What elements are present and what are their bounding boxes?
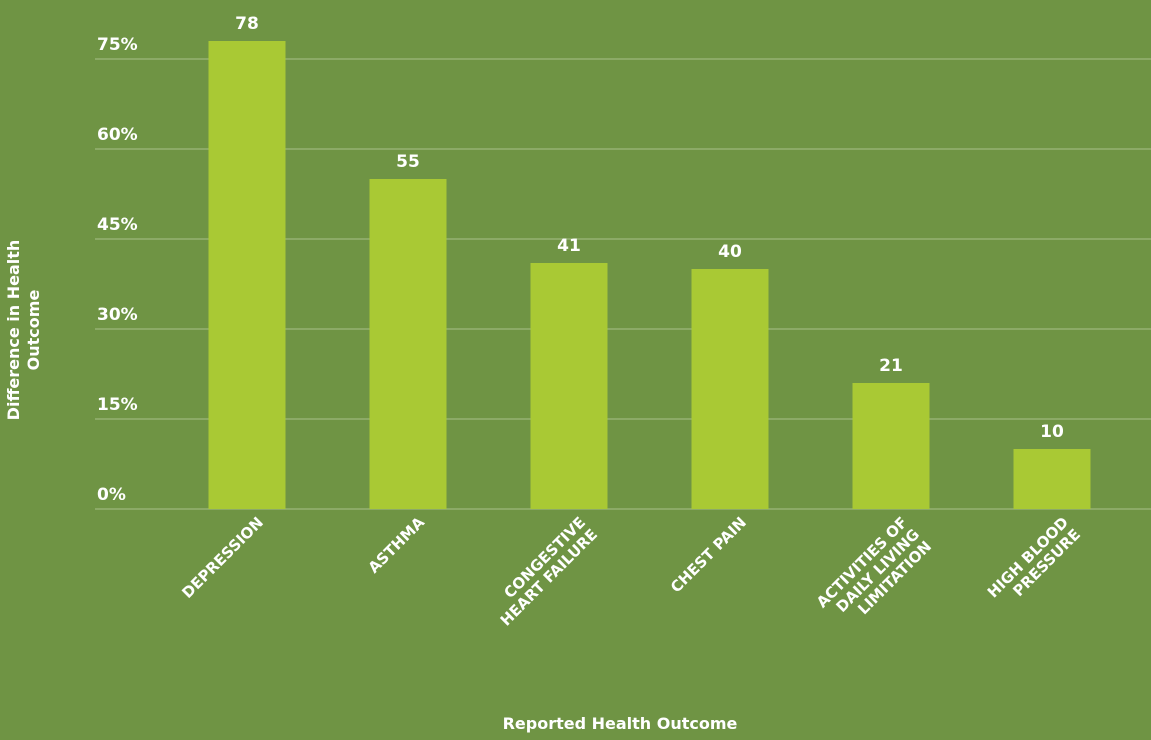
value-label: 55	[396, 152, 420, 172]
value-label: 40	[718, 242, 742, 262]
bar	[530, 263, 608, 509]
value-label: 10	[1040, 422, 1064, 442]
bar	[1013, 449, 1091, 509]
y-tick-label: 45%	[97, 215, 138, 235]
bar	[208, 41, 286, 509]
value-label: 78	[235, 14, 259, 34]
value-label: 41	[557, 236, 581, 256]
y-tick-label: 60%	[97, 125, 138, 145]
y-tick-label: 30%	[97, 305, 138, 325]
bar	[369, 179, 447, 509]
bar	[691, 269, 769, 509]
y-tick-label: 15%	[97, 395, 138, 415]
x-axis-label: Reported Health Outcome	[502, 714, 738, 733]
bar	[852, 383, 930, 509]
y-tick-label: 75%	[97, 35, 138, 55]
y-axis-label: Difference in Health Outcome	[4, 239, 43, 421]
value-label: 21	[879, 356, 903, 376]
y-tick-label: 0%	[97, 485, 126, 505]
